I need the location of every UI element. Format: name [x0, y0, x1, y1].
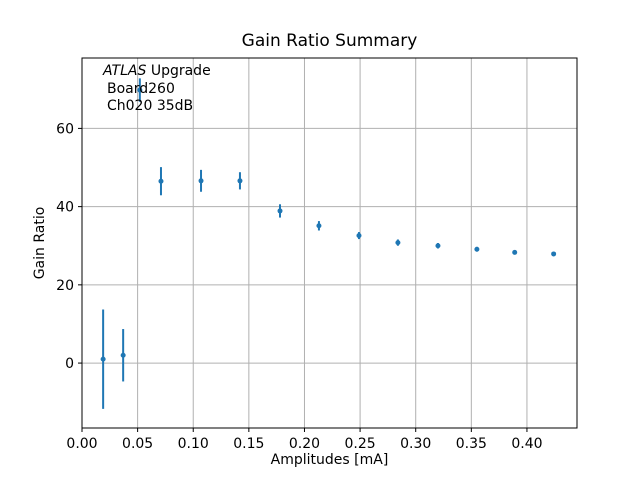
data-point-marker — [435, 243, 441, 249]
data-point-marker — [512, 249, 518, 255]
annotation-text: ATLAS Upgrade Board260 Ch020 35dB — [103, 63, 211, 116]
y-tick-label: 20 — [56, 278, 74, 294]
x-tick-label: 0.10 — [178, 436, 209, 452]
x-tick-label: 0.30 — [400, 436, 431, 452]
data-point-marker — [277, 208, 283, 214]
annotation-line-1: ATLAS Upgrade — [103, 63, 211, 81]
x-tick-label: 0.25 — [345, 436, 376, 452]
y-axis-label: Gain Ratio — [32, 206, 48, 280]
x-tick-label: 0.00 — [66, 436, 97, 452]
data-point-marker — [100, 356, 106, 362]
x-tick-label: 0.20 — [289, 436, 320, 452]
data-point-marker — [158, 178, 164, 184]
chart-title: Gain Ratio Summary — [241, 31, 418, 51]
annotation-experiment-label: ATLAS — [103, 63, 147, 79]
data-point-marker — [551, 251, 557, 257]
data-point-marker — [198, 178, 204, 184]
data-point-marker — [316, 223, 322, 229]
y-tick-label: 40 — [56, 200, 74, 216]
annotation-board-label: Board260 — [107, 80, 175, 97]
annotation-channel-label: Ch020 35dB — [107, 98, 194, 114]
x-axis-label: Amplitudes [mA] — [270, 452, 389, 468]
x-tick-label: 0.05 — [122, 436, 153, 452]
data-point-marker — [137, 87, 143, 93]
axes-spines — [81, 57, 578, 429]
data-point-marker — [474, 246, 480, 252]
y-tick-label: 60 — [56, 121, 74, 137]
x-tick-label: 0.40 — [511, 436, 542, 452]
data-point-marker — [237, 178, 243, 184]
y-tick-label: 0 — [65, 356, 74, 372]
data-point-marker — [395, 240, 401, 246]
data-point-marker — [120, 352, 126, 358]
x-tick-label: 0.15 — [233, 436, 264, 452]
x-tick-label: 0.35 — [456, 436, 487, 452]
annotation-upgrade-label: Upgrade — [146, 63, 211, 79]
data-point-marker — [356, 233, 362, 239]
